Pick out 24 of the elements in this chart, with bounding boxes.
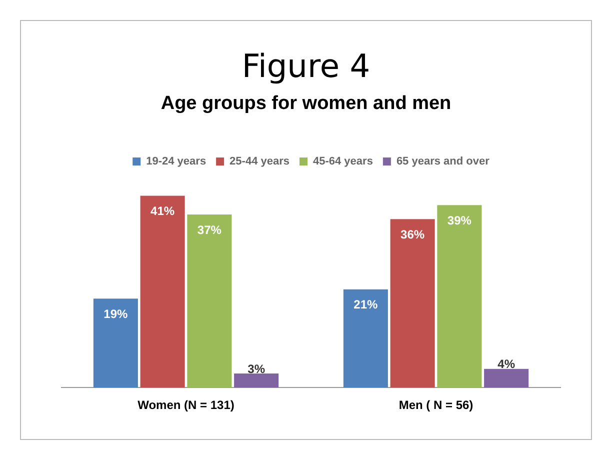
x-tick-label: Men ( N = 56) — [398, 398, 474, 412]
legend-label: 25-44 years — [230, 156, 290, 168]
data-label: 36% — [400, 227, 425, 242]
legend-label: 45-64 years — [312, 156, 373, 168]
data-label: 41% — [150, 204, 175, 218]
bar — [390, 219, 435, 388]
chart-title: Figure 4 — [240, 47, 372, 85]
bar — [437, 205, 482, 388]
bar — [93, 298, 138, 388]
bar — [343, 289, 388, 388]
bar — [187, 214, 232, 388]
bar — [234, 374, 279, 388]
bar — [140, 196, 185, 388]
data-label: 4% — [498, 357, 516, 372]
data-label: 37% — [197, 222, 222, 237]
x-tick-label: Women (N = 131) — [138, 398, 234, 412]
data-label: 3% — [248, 362, 266, 376]
data-label: 21% — [354, 298, 378, 312]
data-label: 19% — [104, 306, 128, 321]
legend-label: 65 years and over — [396, 156, 490, 168]
chart-subtitle: Age groups for women and men — [160, 93, 452, 115]
data-label: 39% — [447, 213, 472, 228]
bar — [484, 368, 529, 388]
legend-label: 19-24 years — [146, 156, 206, 168]
